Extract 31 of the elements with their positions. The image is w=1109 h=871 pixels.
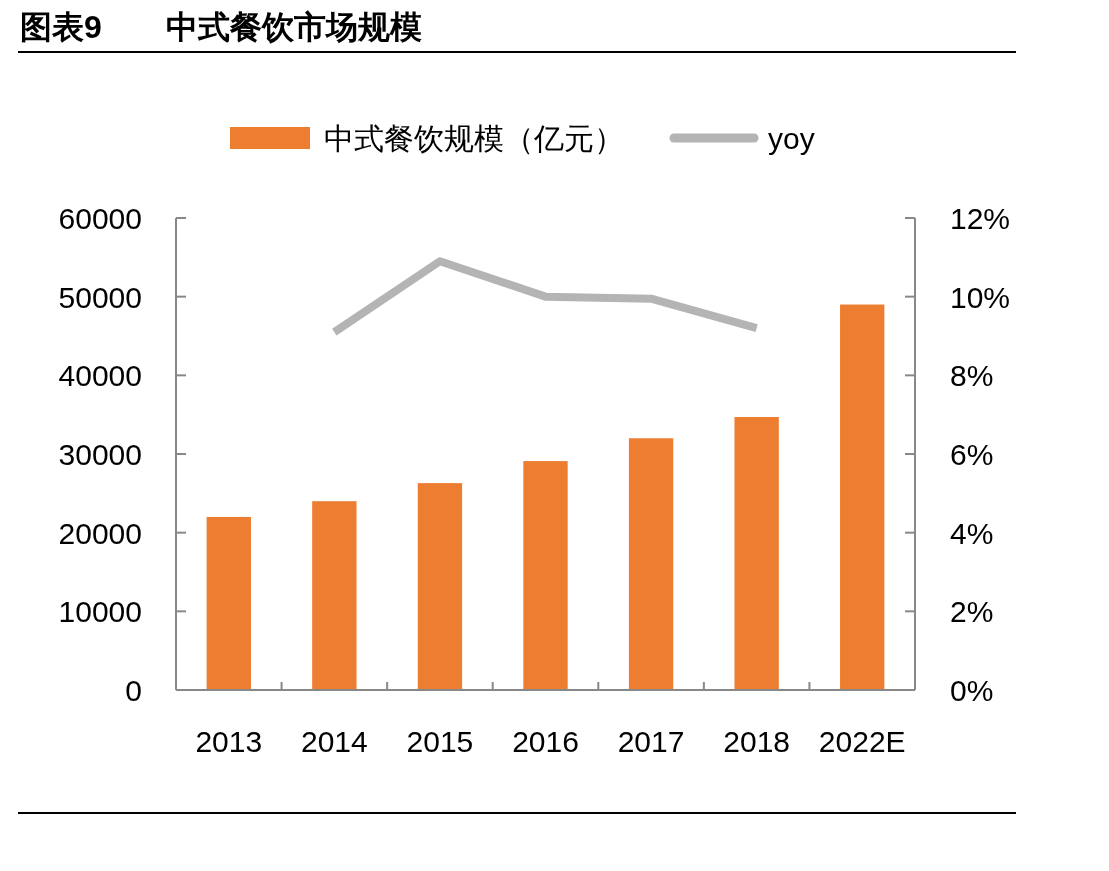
title: 图表9 中式餐饮市场规模 <box>20 9 422 45</box>
y-tick-label: 0 <box>125 674 142 707</box>
y2-tick-label: 2% <box>950 595 994 629</box>
y-tick-label: 10000 <box>58 595 142 629</box>
x-tick-label: 2014 <box>300 725 368 758</box>
y-tick-label: 60000 <box>58 202 142 235</box>
legend-label: yoy <box>768 122 815 155</box>
bar <box>206 516 251 690</box>
y2-tick-label: 10% <box>950 280 1011 314</box>
bar <box>417 483 463 690</box>
y2-tick-label: 12% <box>950 202 1011 235</box>
y2-tick-label: 0% <box>950 674 994 707</box>
y-tick-label: 30000 <box>58 438 142 471</box>
y-tick-label: 20000 <box>58 516 142 550</box>
y-tick-label: 40000 <box>58 359 142 393</box>
bar <box>628 438 674 690</box>
x-tick-label: 2016 <box>512 725 579 758</box>
x-tick-label: 2015 <box>406 725 474 758</box>
bar <box>840 304 885 690</box>
x-tick-label: 2022E <box>818 725 906 758</box>
bar <box>734 417 779 690</box>
bar <box>312 501 357 690</box>
y2-tick-label: 6% <box>950 438 994 471</box>
legend-label: 中式餐饮规模（亿元） <box>324 122 624 155</box>
x-tick-label: 2018 <box>723 725 791 758</box>
bar <box>523 461 568 690</box>
y2-tick-label: 4% <box>950 516 994 550</box>
x-tick-label: 2017 <box>617 725 685 758</box>
x-tick-label: 2013 <box>195 725 263 758</box>
y-tick-label: 50000 <box>58 280 142 314</box>
y2-tick-label: 8% <box>950 359 994 393</box>
